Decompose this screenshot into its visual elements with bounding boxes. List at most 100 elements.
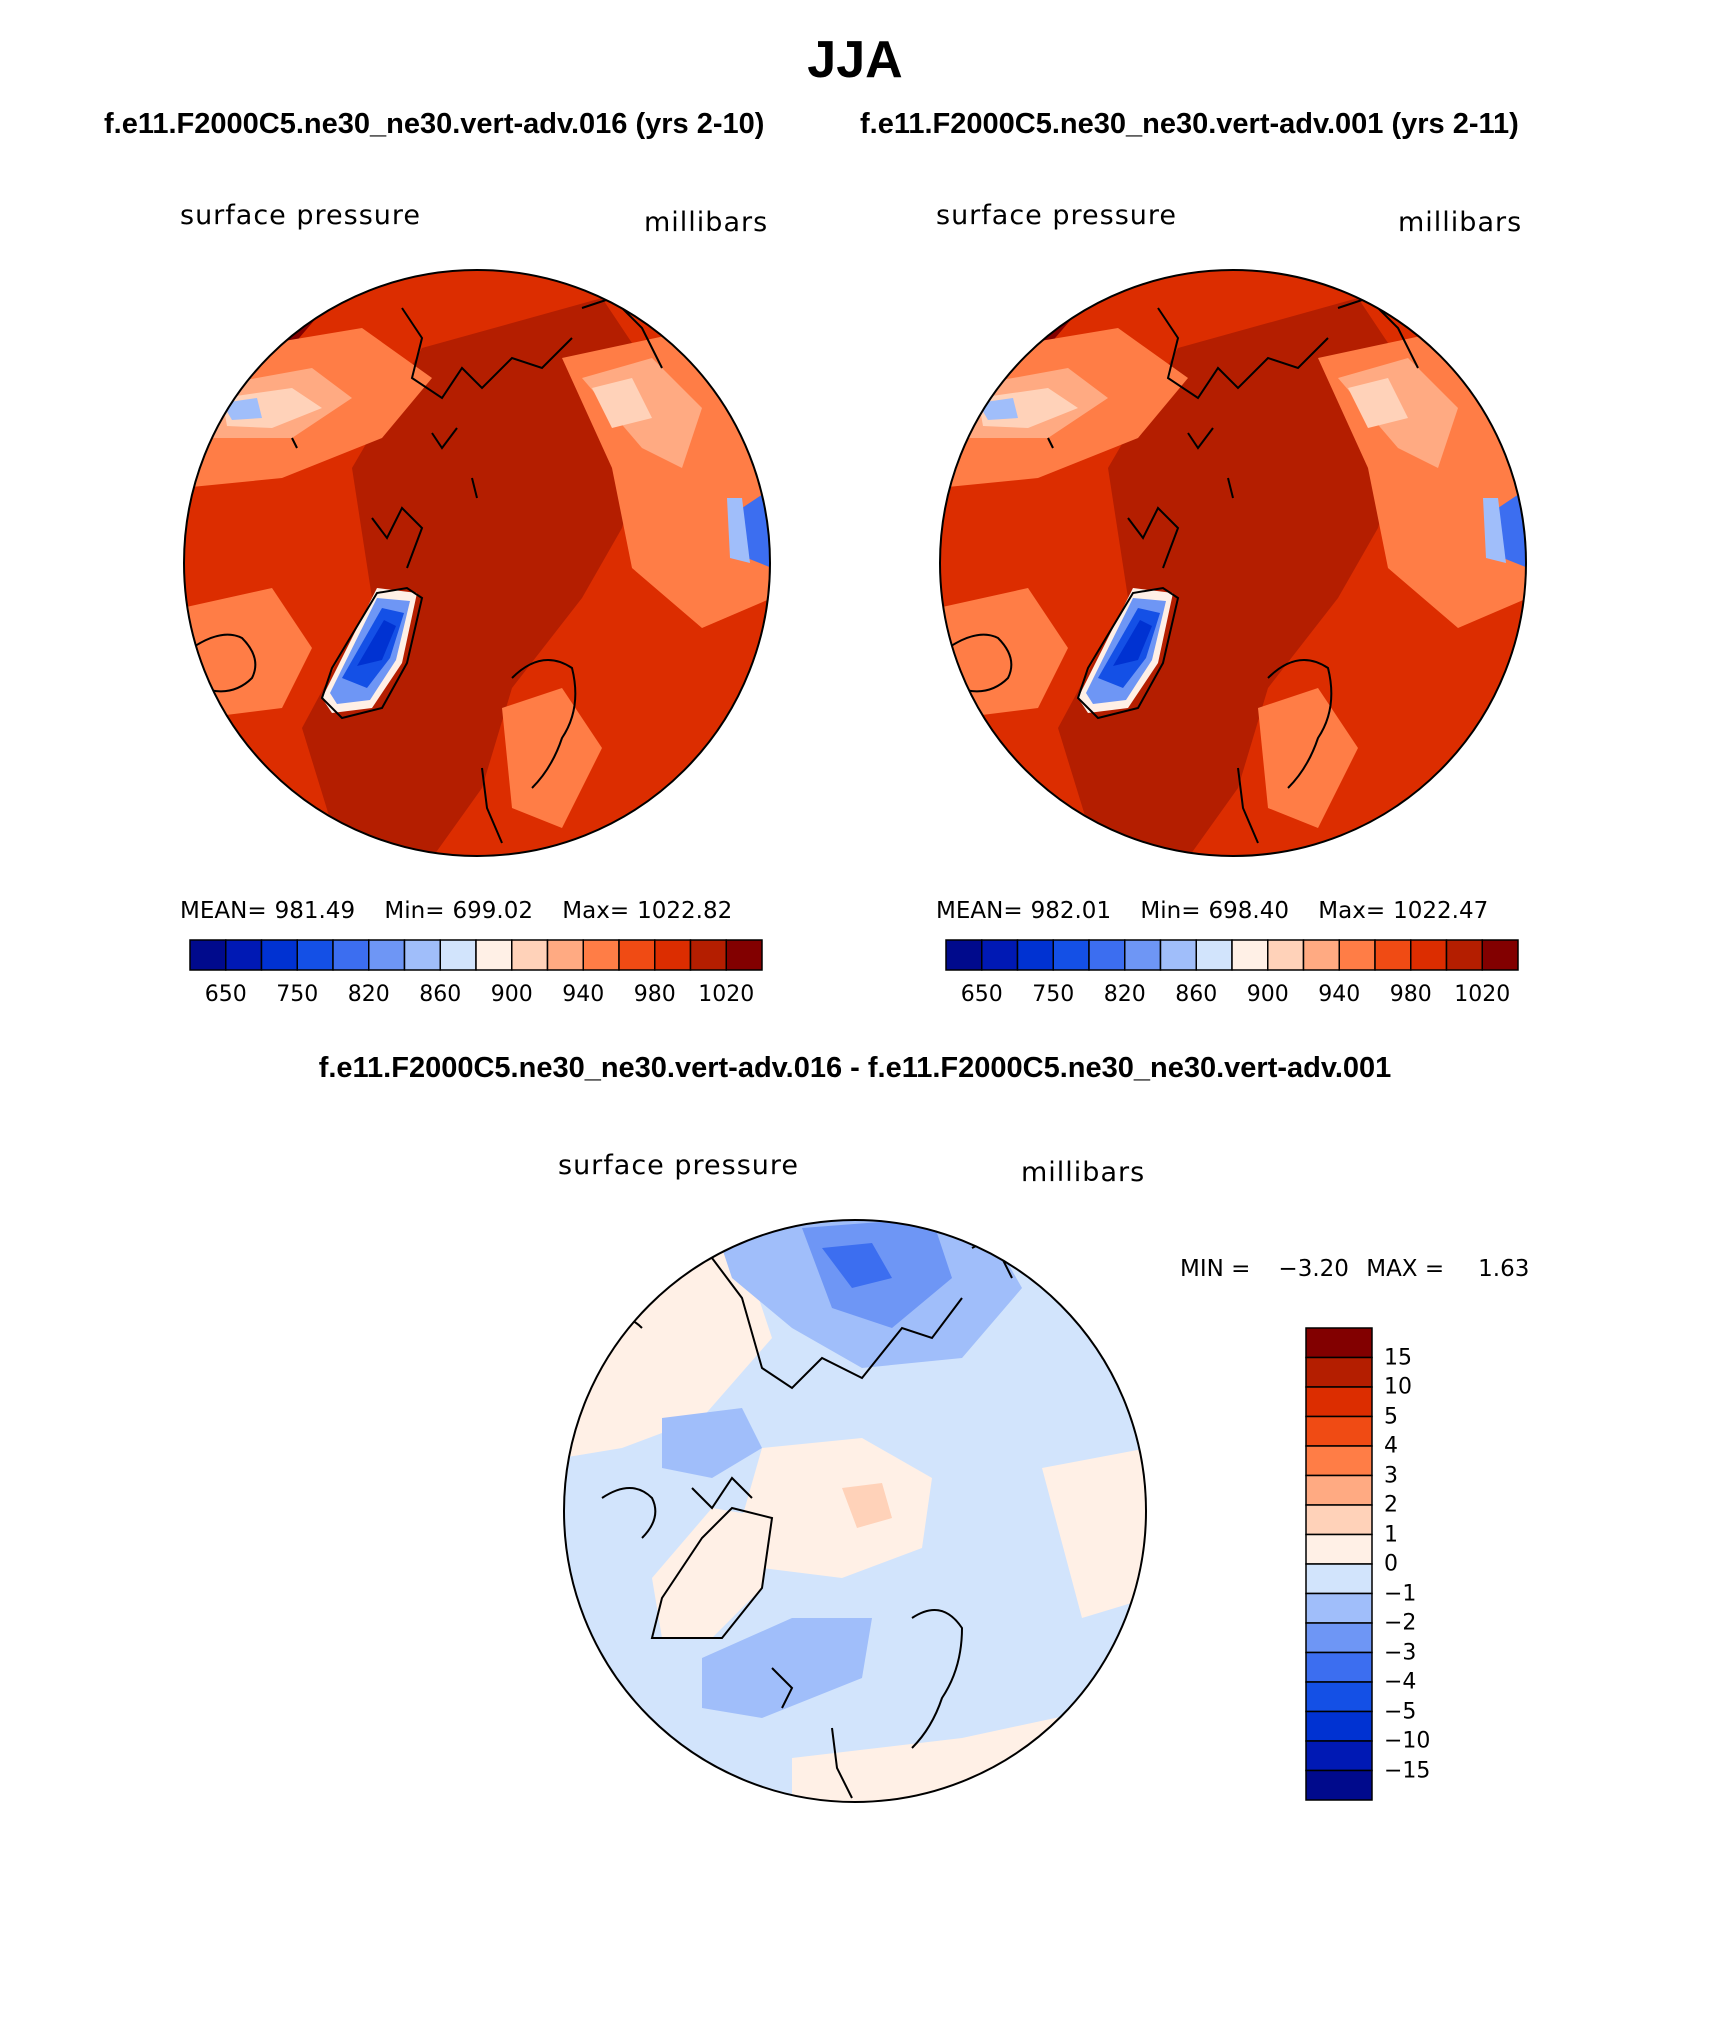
panel3-colorbar-cell xyxy=(1305,1356,1373,1388)
panel3-field-pos4 xyxy=(1042,1448,1146,1618)
panel2-greenland-darkblue xyxy=(1113,620,1152,666)
panel3-field-neg4 xyxy=(702,1618,872,1718)
panel3-max: MAX = 1.63 xyxy=(1366,1256,1530,1282)
panel3-min: MIN = −3.20 xyxy=(1180,1256,1349,1282)
panel2-colorbar-cell xyxy=(1374,939,1412,971)
panel2-colorbar xyxy=(945,939,1519,971)
panel2-colorbar-cell xyxy=(1302,939,1340,971)
panel2-colorbar-cell xyxy=(945,939,983,971)
panel1-stats: MEAN= 981.49 Min= 699.02 Max= 1022.82 xyxy=(180,898,754,924)
panel3-colorbar-tick-label: −1 xyxy=(1384,1581,1417,1606)
panel2-field-orange3 xyxy=(940,588,1068,718)
panel3-colorbar-cell xyxy=(1305,1533,1373,1565)
panel3-units-label: millibars xyxy=(1021,1157,1146,1188)
panel3-colorbar-cell xyxy=(1305,1563,1373,1595)
panel1-colorbar-cell xyxy=(368,939,406,971)
panel2-colorbar-tick-label: 1020 xyxy=(1454,982,1511,1007)
panel1-colorbar-cell xyxy=(296,939,334,971)
panel3-colorbar-tick-label: 0 xyxy=(1384,1551,1398,1577)
panel3-colorbar-cell xyxy=(1305,1769,1373,1801)
case1-title: f.e11.F2000C5.ne30_ne30.vert-adv.016 (yr… xyxy=(104,108,765,140)
panel3-colorbar-tick-label: 2 xyxy=(1384,1492,1398,1518)
panel2-variable-label: surface pressure xyxy=(936,200,1177,231)
panel3-colorbar-cell xyxy=(1305,1710,1373,1742)
figure-title: JJA xyxy=(807,31,903,89)
panel1-colorbar-cell xyxy=(511,939,549,971)
panel2-colorbar-cell xyxy=(1124,939,1162,971)
panel3-colorbar-tick-label: 4 xyxy=(1384,1433,1398,1459)
panel3-stats: MIN = −3.20 MAX = 1.63 xyxy=(1180,1256,1551,1282)
panel2-field-pale2 xyxy=(1348,378,1408,428)
diff-title: f.e11.F2000C5.ne30_ne30.vert-adv.016 - f… xyxy=(318,1052,1392,1084)
panel3-colorbar xyxy=(1305,1327,1373,1801)
panel3-colorbar-tick-label: −2 xyxy=(1384,1610,1417,1636)
panel1-colorbar-cell xyxy=(332,939,370,971)
panel2-colorbar-tick-label: 900 xyxy=(1246,982,1289,1007)
panel3-field-pos2 xyxy=(742,1438,932,1578)
panel3-colorbar-cell xyxy=(1305,1445,1373,1477)
panel2-map xyxy=(939,269,1527,857)
panel2-colorbar-cell xyxy=(1445,939,1483,971)
panel2-colorbar-tick-label: 940 xyxy=(1318,982,1361,1007)
panel2-colorbar-cell xyxy=(1267,939,1305,971)
panel3-field-neg3 xyxy=(822,1243,892,1288)
panel1-colorbar-tick-label: 980 xyxy=(633,982,676,1007)
panel2-colorbar-cell xyxy=(1338,939,1376,971)
panel1-field-pale2 xyxy=(592,378,652,428)
panel2-colorbar-tick-label: 980 xyxy=(1389,982,1432,1007)
panel3-colorbar-cell xyxy=(1305,1504,1373,1536)
panel1-colorbar-tick-label: 750 xyxy=(276,982,319,1007)
panel1-colorbar-tick-label: 1020 xyxy=(698,982,755,1007)
panel3-field-pos6 xyxy=(842,1483,892,1528)
panel3-map xyxy=(563,1219,1147,1803)
panel1-greenland-darkblue xyxy=(357,620,396,666)
panel3-colorbar-cell xyxy=(1305,1327,1373,1359)
panel1-variable-label: surface pressure xyxy=(180,200,421,231)
panel1-max: Max= 1022.82 xyxy=(562,898,733,924)
panel2-colorbar-cell xyxy=(1088,939,1126,971)
case2-title: f.e11.F2000C5.ne30_ne30.vert-adv.001 (yr… xyxy=(860,108,1519,140)
panel1-colorbar-cell xyxy=(189,939,227,971)
panel3-colorbar-cell xyxy=(1305,1592,1373,1624)
panel1-colorbar-cell xyxy=(546,939,584,971)
panel1-mean: MEAN= 981.49 xyxy=(180,898,356,924)
panel2-field-blue2b xyxy=(1483,498,1506,563)
panel1-colorbar-tick-label: 940 xyxy=(562,982,605,1007)
panel1-map xyxy=(183,269,771,857)
panel3-colorbar-tick-label: 5 xyxy=(1384,1404,1398,1429)
panel1-colorbar-cell xyxy=(439,939,477,971)
panel1-colorbar xyxy=(189,939,763,971)
panel1-field-high xyxy=(302,298,662,856)
panel3-colorbar-cell xyxy=(1305,1740,1373,1772)
panel3-colorbar-cell xyxy=(1305,1681,1373,1713)
panel3-colorbar-tick-label: 15 xyxy=(1384,1345,1412,1370)
panel2-max: Max= 1022.47 xyxy=(1318,898,1489,924)
panel2-stats: MEAN= 982.01 Min= 698.40 Max= 1022.47 xyxy=(936,898,1510,924)
panel3-colorbar-cell xyxy=(1305,1386,1373,1418)
panel1-min: Min= 699.02 xyxy=(384,898,533,924)
panel3-colorbar-tick-label: 3 xyxy=(1384,1463,1398,1488)
panel3-field-neg5 xyxy=(662,1408,762,1478)
panel2-colorbar-tick-label: 650 xyxy=(960,982,1003,1007)
panel1-colorbar-tick-label: 650 xyxy=(204,982,247,1007)
panel2-mean: MEAN= 982.01 xyxy=(936,898,1112,924)
panel3-colorbar-tick-label: −4 xyxy=(1384,1669,1417,1695)
panel1-colorbar-cell xyxy=(403,939,441,971)
panel2-colorbar-cell xyxy=(1410,939,1448,971)
panel1-colorbar-cell xyxy=(225,939,263,971)
panel2-colorbar-tick-label: 860 xyxy=(1175,982,1218,1007)
panel1-colorbar-cell xyxy=(475,939,513,971)
panel1-colorbar-cell xyxy=(689,939,727,971)
panel3-colorbar-cell xyxy=(1305,1474,1373,1506)
panel2-field-orange4 xyxy=(1258,688,1358,828)
panel1-colorbar-cell xyxy=(618,939,656,971)
panel3-colorbar-cell xyxy=(1305,1622,1373,1654)
panel1-units-label: millibars xyxy=(644,207,769,238)
panel1-field-orange3 xyxy=(184,588,312,718)
panel1-colorbar-cell xyxy=(260,939,298,971)
panel2-field-high xyxy=(1058,298,1418,856)
panel3-colorbar-cell xyxy=(1305,1415,1373,1447)
panel3-field-pos3 xyxy=(652,1508,772,1638)
panel3-colorbar-tick-label: 1 xyxy=(1384,1522,1398,1547)
panel3-variable-label: surface pressure xyxy=(558,1150,799,1181)
